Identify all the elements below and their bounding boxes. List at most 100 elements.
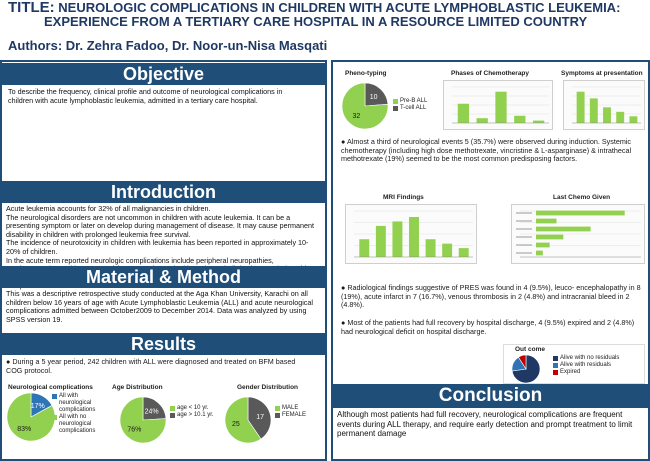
findings-paragraph-2: ● Radiological findings suggestive of PR… bbox=[341, 283, 647, 310]
legend-item: age > 10.1 yr. bbox=[170, 412, 220, 419]
bar bbox=[409, 217, 419, 257]
legend-label: Pre-B ALL bbox=[400, 98, 428, 104]
bar bbox=[457, 103, 470, 123]
phases-chart-box bbox=[443, 80, 553, 130]
age-legend: age < 10 yr. age > 10.1 yr. bbox=[170, 405, 220, 419]
findings-text: Radiological findings suggestive of PRES… bbox=[341, 283, 641, 310]
bar bbox=[629, 116, 638, 123]
legend-label: T-cell ALL bbox=[400, 105, 427, 111]
last-chemo-chart-box bbox=[511, 204, 645, 264]
results-bullet-text: During a 5 year period, 242 children wit… bbox=[6, 357, 296, 375]
age-distribution-pie: 24% 76% bbox=[119, 396, 167, 444]
conclusion-text: Although most patients had full recovery… bbox=[337, 410, 633, 439]
conclusion-heading: Conclusion bbox=[333, 384, 648, 408]
legend-swatch bbox=[393, 99, 398, 104]
chart-title: Last Chemo Given bbox=[553, 194, 611, 201]
pie-slice bbox=[119, 396, 167, 444]
outcome-legend: Alive with no residuals Alive with resid… bbox=[553, 355, 643, 376]
pie-slice bbox=[341, 82, 389, 130]
bar bbox=[476, 118, 488, 123]
legend-label: Expired bbox=[560, 369, 581, 375]
phases-bar-chart bbox=[452, 86, 549, 124]
legend-label: All with no neurological complications bbox=[59, 414, 96, 434]
authors: Authors: Dr. Zehra Fadoo, Dr. Noor-un-Ni… bbox=[8, 38, 328, 53]
legend-item: age < 10 yr. bbox=[170, 405, 220, 412]
chart-title: Pheno-typing bbox=[345, 70, 387, 77]
legend-swatch bbox=[393, 106, 398, 111]
bar bbox=[458, 248, 469, 257]
bullet-icon: ● bbox=[341, 283, 346, 292]
legend-label: age < 10 yr. bbox=[177, 405, 209, 411]
pie-value-label: 32 bbox=[352, 113, 360, 120]
legend-item: T-cell ALL bbox=[393, 105, 438, 112]
legend-swatch bbox=[52, 394, 57, 399]
left-panel: Objective To describe the frequency, cli… bbox=[0, 60, 327, 461]
bar bbox=[375, 225, 386, 257]
bullet-icon: ● bbox=[341, 137, 346, 146]
legend-item: FEMALE bbox=[275, 412, 321, 419]
chart-title: Symptoms at presentation bbox=[561, 70, 643, 77]
results-heading: Results bbox=[2, 333, 325, 355]
legend-item: Alive with residuals bbox=[553, 362, 643, 369]
pie-slice bbox=[364, 82, 389, 107]
method-text: This was a descriptive retrospective stu… bbox=[6, 289, 313, 324]
chart-title: Neurological complications bbox=[8, 384, 93, 391]
intro-paragraph: The incidence of neurotoxicity in childr… bbox=[6, 238, 309, 256]
bar bbox=[495, 91, 507, 123]
bullet-icon: ● bbox=[6, 357, 11, 366]
phenotyping-pie: 10 32 bbox=[341, 82, 389, 130]
method-heading: Material & Method bbox=[2, 266, 325, 288]
title-line-1: NEUROLOGIC COMPLICATIONS IN CHILDREN WIT… bbox=[58, 0, 621, 15]
gender-legend: MALE FEMALE bbox=[275, 405, 321, 419]
phenotyping-legend: Pre-B ALL T-cell ALL bbox=[393, 98, 438, 112]
chart-title: Age Distribution bbox=[112, 384, 163, 391]
poster-title: TITLE: NEUROLOGIC COMPLICATIONS IN CHILD… bbox=[8, 0, 648, 29]
chart-title: MRI Findings bbox=[383, 194, 424, 201]
legend-item: All with no neurological complications bbox=[52, 414, 106, 435]
chart-title: Phases of Chemotherapy bbox=[451, 70, 530, 77]
pie-value-label: 24% bbox=[145, 408, 159, 415]
legend-item: MALE bbox=[275, 405, 321, 412]
title-prefix: TITLE: bbox=[8, 0, 55, 16]
results-bullet: ● During a 5 year period, 242 children w… bbox=[6, 357, 306, 375]
bar bbox=[536, 218, 557, 224]
intro-paragraph: The neurological disorders are not uncom… bbox=[6, 212, 315, 239]
legend-swatch bbox=[553, 356, 558, 361]
bar bbox=[616, 111, 625, 123]
legend-item: Pre-B ALL bbox=[393, 98, 438, 105]
neuro-complications-pie: 17% 83% bbox=[6, 392, 56, 442]
introduction-heading: Introduction bbox=[2, 181, 325, 203]
bar bbox=[514, 115, 526, 123]
bar bbox=[392, 221, 403, 257]
symptoms-bar-chart bbox=[572, 86, 641, 124]
legend-swatch bbox=[170, 406, 175, 411]
last-chemo-bar-chart bbox=[516, 210, 641, 258]
chart-title: Out come bbox=[515, 346, 545, 353]
findings-paragraph-1: ● Almost a third of neurological events … bbox=[341, 137, 641, 164]
right-panel: Pheno-typing 10 32 Pre-B ALL T-cell ALL P… bbox=[331, 60, 650, 461]
bar bbox=[576, 91, 585, 123]
pie-value-label: 17 bbox=[256, 414, 264, 421]
bar bbox=[589, 98, 598, 123]
pie-value-label: 76% bbox=[127, 427, 141, 434]
intro-paragraph: Acute leukemia accounts for 32% of all m… bbox=[6, 204, 211, 213]
chart-title: Gender Distribution bbox=[237, 384, 299, 391]
legend-label: MALE bbox=[282, 405, 299, 411]
legend-swatch bbox=[52, 415, 57, 420]
bar bbox=[425, 239, 436, 257]
symptoms-chart-box bbox=[563, 80, 645, 130]
legend-label: age > 10.1 yr. bbox=[177, 412, 214, 418]
legend-swatch bbox=[170, 413, 175, 418]
bar bbox=[536, 226, 591, 232]
legend-label: Alive with no residuals bbox=[560, 355, 620, 361]
pie-value-label: 10 bbox=[370, 94, 378, 101]
bar bbox=[536, 210, 625, 216]
neuro-legend: All with neurological complications All … bbox=[52, 393, 106, 435]
legend-item: All with neurological complications bbox=[52, 393, 106, 414]
bar bbox=[536, 242, 550, 248]
bar bbox=[532, 120, 545, 123]
findings-paragraph-3: ● Most of the patients had full recovery… bbox=[341, 318, 647, 336]
legend-item: Expired bbox=[553, 369, 643, 376]
legend-label: FEMALE bbox=[282, 412, 307, 418]
